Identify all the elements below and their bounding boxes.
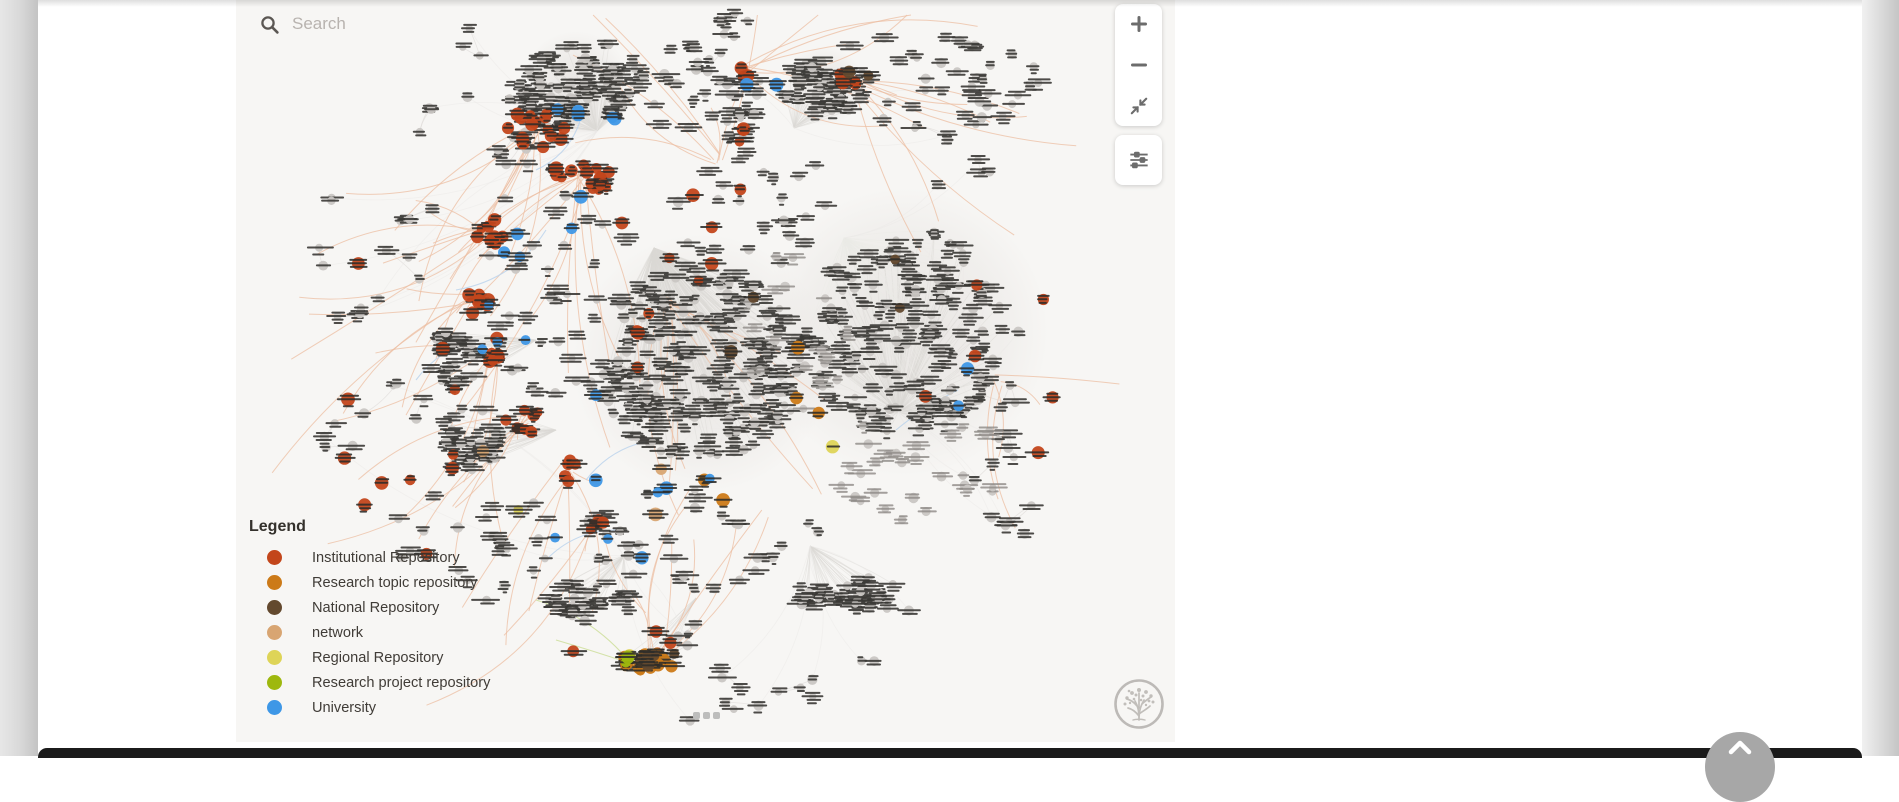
chevron-up-icon [1728,740,1752,755]
zoom-fit-button[interactable] [1115,85,1162,126]
legend-dot-research-topic-repository [267,575,282,590]
graph-nodes-layer [306,8,1061,726]
kumu-tree-icon [1114,679,1164,729]
legend-item: Research topic repository [249,570,490,595]
search-icon [261,15,279,34]
legend-dot-institutional-repository [267,550,282,565]
legend-item: Research project repository [249,670,490,695]
zoom-out-button[interactable] [1115,45,1162,86]
legend-label: Institutional Repository [312,549,460,566]
legend-dot-university [267,700,282,715]
footer-edge-bar [38,748,1862,758]
legend-item: University [249,695,490,720]
legend-label: Regional Repository [312,649,444,666]
search-input[interactable] [290,13,714,35]
network-map-panel: Legend Institutional Repository Research… [236,0,1175,742]
page-right-shadow [1862,0,1899,756]
scroll-to-top-button[interactable] [1705,732,1775,802]
legend: Legend Institutional Repository Research… [249,518,490,720]
legend-dot-research-project-repository [267,675,282,690]
plus-icon [1130,16,1147,33]
minus-icon [1130,63,1147,67]
legend-item: National Repository [249,595,490,620]
zoom-in-button[interactable] [1115,4,1162,45]
dot-icon [703,712,710,719]
legend-label: Research topic repository [312,574,478,591]
page-left-shadow [0,0,38,756]
dot-icon [693,712,700,719]
legend-dot-network [267,625,282,640]
legend-item: Regional Repository [249,645,490,670]
dot-icon [713,712,720,719]
legend-label: University [312,699,377,716]
compress-arrows-icon [1130,97,1147,114]
zoom-panel [1115,4,1162,126]
legend-label: National Repository [312,599,440,616]
network-graph-canvas[interactable] [236,0,1175,742]
legend-label: Research project repository [312,674,491,691]
settings-button[interactable] [1115,135,1162,185]
sliders-icon [1129,151,1148,169]
legend-title: Legend [249,518,306,535]
map-controls [1115,4,1162,185]
kumu-logo[interactable] [1113,678,1165,730]
legend-dot-regional-repository [267,650,282,665]
legend-label: network [312,624,364,641]
legend-dot-national-repository [267,600,282,615]
map-switcher-dots[interactable] [693,712,723,719]
legend-item: Institutional Repository [249,545,490,570]
search-bar [259,13,714,35]
legend-item: network [249,620,490,645]
